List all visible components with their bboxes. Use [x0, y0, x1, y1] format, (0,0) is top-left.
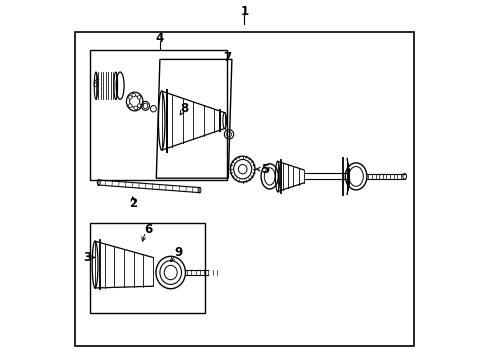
Circle shape: [128, 95, 132, 99]
Text: 3: 3: [83, 251, 91, 264]
Text: 6: 6: [143, 223, 152, 236]
Bar: [89, 223, 204, 313]
Circle shape: [134, 106, 137, 110]
Text: 1: 1: [240, 5, 248, 18]
Text: 6: 6: [92, 78, 99, 89]
Text: 9: 9: [174, 246, 182, 259]
Bar: [75, 32, 413, 346]
Text: 8: 8: [180, 102, 188, 115]
Text: 5: 5: [261, 163, 269, 176]
Circle shape: [132, 93, 135, 97]
Circle shape: [137, 95, 141, 99]
Text: 4: 4: [156, 32, 163, 45]
Text: 2: 2: [128, 197, 137, 210]
Bar: [89, 50, 226, 180]
Circle shape: [137, 104, 141, 108]
Text: 7: 7: [223, 51, 231, 64]
Circle shape: [128, 104, 132, 108]
